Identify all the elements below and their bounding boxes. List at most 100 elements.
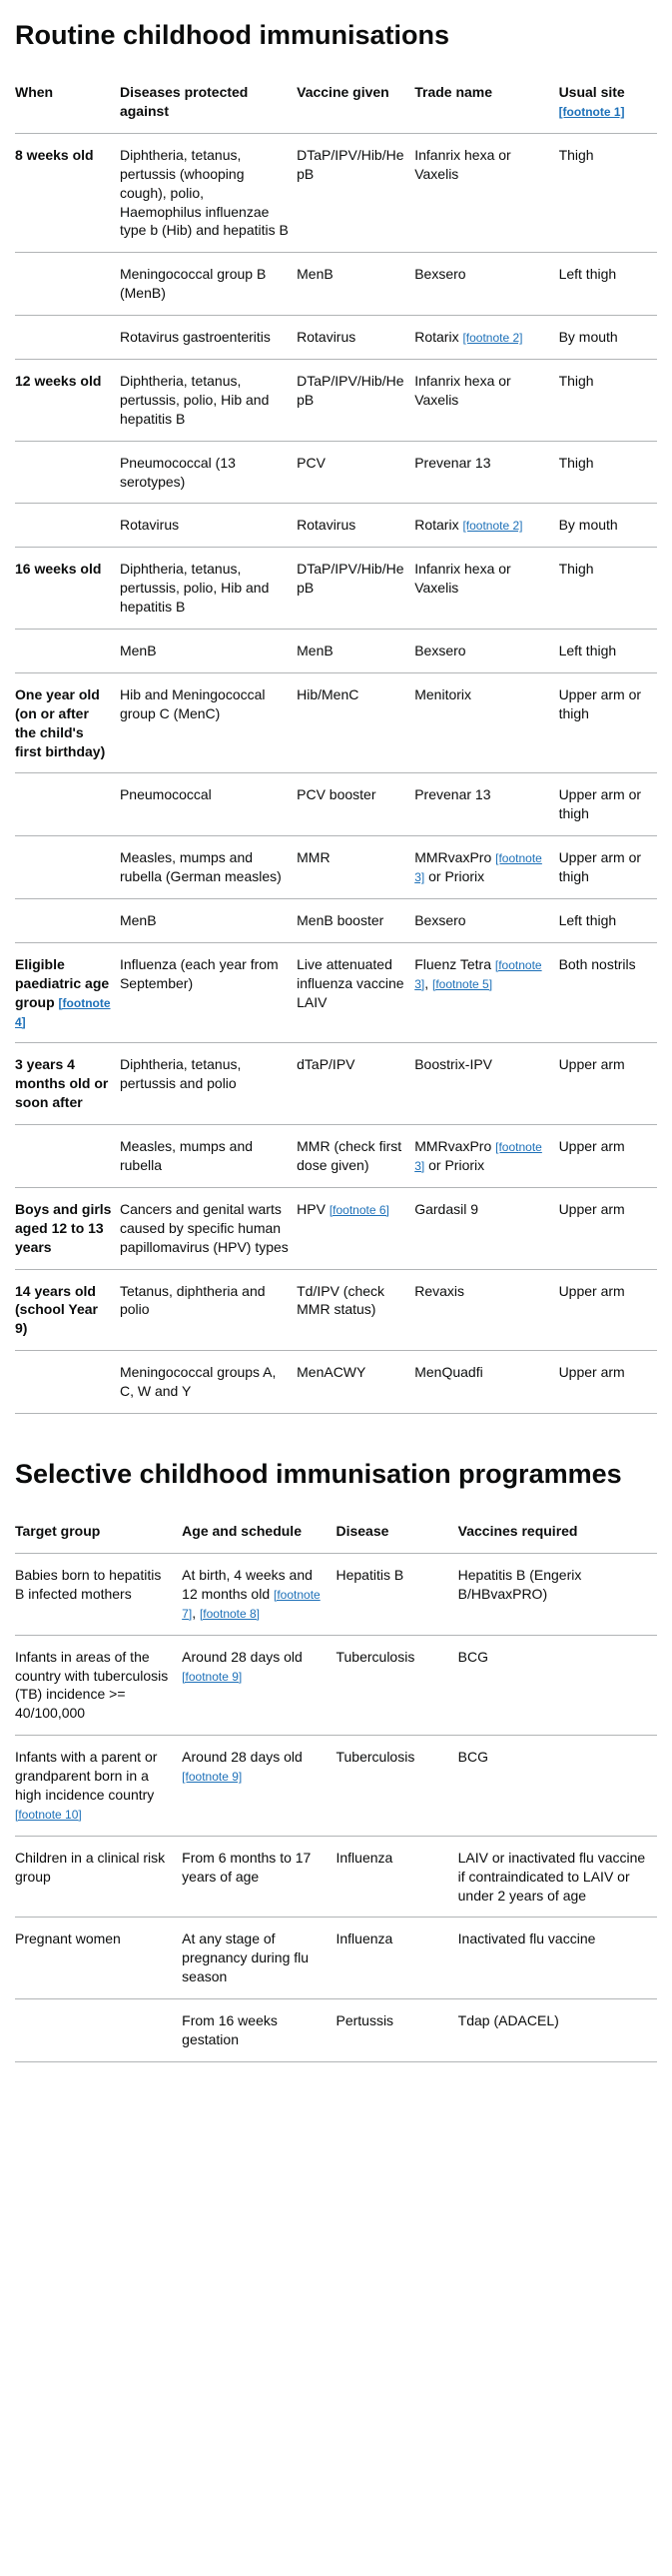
- cell-diseases: Rotavirus gastroenteritis: [120, 316, 297, 360]
- cell-trade: Rotarix [footnote 2]: [414, 504, 558, 548]
- cell-target: Infants with a parent or grandparent bor…: [15, 1736, 182, 1837]
- table-header-row: When Diseases protected against Vaccine …: [15, 71, 657, 133]
- table-row: MenBMenB boosterBexseroLeft thigh: [15, 898, 657, 942]
- cell-diseases: MenB: [120, 898, 297, 942]
- cell-site: Left thigh: [559, 898, 657, 942]
- col-target: Target group: [15, 1510, 182, 1553]
- cell-diseases: Diphtheria, tetanus, pertussis, polio, H…: [120, 359, 297, 441]
- cell-vaccine: MenACWY: [297, 1351, 414, 1414]
- cell-when: [15, 629, 120, 672]
- cell-target: Infants in areas of the country with tub…: [15, 1635, 182, 1736]
- table-row: PneumococcalPCV boosterPrevenar 13Upper …: [15, 773, 657, 836]
- cell-vaccine: PCV: [297, 441, 414, 504]
- table-row: Children in a clinical risk groupFrom 6 …: [15, 1836, 657, 1918]
- selective-title: Selective childhood immunisation program…: [15, 1459, 657, 1490]
- cell-diseases: Tetanus, diphtheria and polio: [120, 1269, 297, 1351]
- cell-when: [15, 441, 120, 504]
- cell-when: [15, 253, 120, 316]
- cell-trade: Boostrix-IPV: [414, 1043, 558, 1125]
- cell-site: By mouth: [559, 504, 657, 548]
- cell-site: Both nostrils: [559, 942, 657, 1043]
- cell-trade: Infanrix hexa or Vaxelis: [414, 359, 558, 441]
- table-row: Eligible paediatric age group [footnote …: [15, 942, 657, 1043]
- cell-trade: Bexsero: [414, 898, 558, 942]
- cell-site: By mouth: [559, 316, 657, 360]
- cell-vaccine: Hib/MenC: [297, 672, 414, 773]
- cell-trade: Infanrix hexa or Vaxelis: [414, 133, 558, 252]
- cell-age: Around 28 days old [footnote 9]: [182, 1736, 336, 1837]
- cell-diseases: Pneumococcal (13 serotypes): [120, 441, 297, 504]
- footnote-link[interactable]: [footnote 5]: [432, 977, 492, 991]
- footnote-link[interactable]: [footnote 9]: [182, 1670, 242, 1684]
- cell-site: Thigh: [559, 548, 657, 630]
- footnote-link[interactable]: [footnote 3]: [414, 1140, 542, 1173]
- cell-age: At birth, 4 weeks and 12 months old [foo…: [182, 1553, 336, 1635]
- cell-vaccine: Td/IPV (check MMR status): [297, 1269, 414, 1351]
- cell-diseases: Meningococcal groups A, C, W and Y: [120, 1351, 297, 1414]
- cell-disease: Influenza: [336, 1836, 457, 1918]
- footnote-link[interactable]: [footnote 2]: [462, 331, 522, 345]
- cell-trade: MMRvaxPro [footnote 3] or Priorix: [414, 1125, 558, 1188]
- cell-diseases: Cancers and genital warts caused by spec…: [120, 1187, 297, 1269]
- table-row: Measles, mumps and rubellaMMR (check fir…: [15, 1125, 657, 1188]
- cell-trade: MenQuadfi: [414, 1351, 558, 1414]
- cell-when: 3 years 4 months old or soon after: [15, 1043, 120, 1125]
- cell-site: Upper arm: [559, 1125, 657, 1188]
- footnote-link[interactable]: [footnote 4]: [15, 996, 111, 1029]
- cell-trade: Bexsero: [414, 629, 558, 672]
- cell-site: Upper arm: [559, 1269, 657, 1351]
- col-age: Age and schedule: [182, 1510, 336, 1553]
- cell-site: Upper arm: [559, 1351, 657, 1414]
- table-row: Babies born to hepatitis B infected moth…: [15, 1553, 657, 1635]
- cell-disease: Hepatitis B: [336, 1553, 457, 1635]
- footnote-link[interactable]: [footnote 2]: [462, 519, 522, 533]
- footnote-link[interactable]: [footnote 3]: [414, 851, 542, 884]
- selective-table: Target group Age and schedule Disease Va…: [15, 1510, 657, 2062]
- footnote-link[interactable]: [footnote 10]: [15, 1808, 82, 1822]
- col-disease: Disease: [336, 1510, 457, 1553]
- cell-target: Children in a clinical risk group: [15, 1836, 182, 1918]
- cell-vaccine: Rotavirus: [297, 504, 414, 548]
- cell-target: Babies born to hepatitis B infected moth…: [15, 1553, 182, 1635]
- cell-when: 12 weeks old: [15, 359, 120, 441]
- cell-trade: Fluenz Tetra [footnote 3], [footnote 5]: [414, 942, 558, 1043]
- table-row: From 16 weeks gestationPertussisTdap (AD…: [15, 1999, 657, 2062]
- cell-disease: Pertussis: [336, 1999, 457, 2062]
- col-vaccine: Vaccine given: [297, 71, 414, 133]
- table-row: Infants with a parent or grandparent bor…: [15, 1736, 657, 1837]
- footnote-link[interactable]: [footnote 9]: [182, 1770, 242, 1784]
- cell-site: Left thigh: [559, 253, 657, 316]
- table-row: Measles, mumps and rubella (German measl…: [15, 836, 657, 899]
- footnote-link[interactable]: [footnote 8]: [200, 1607, 260, 1621]
- cell-when: [15, 1351, 120, 1414]
- cell-diseases: Influenza (each year from September): [120, 942, 297, 1043]
- cell-when: Boys and girls aged 12 to 13 years: [15, 1187, 120, 1269]
- cell-trade: Bexsero: [414, 253, 558, 316]
- footnote-link[interactable]: [footnote 6]: [330, 1203, 389, 1217]
- footnote-link[interactable]: [footnote 1]: [559, 105, 625, 119]
- cell-site: Upper arm or thigh: [559, 672, 657, 773]
- cell-when: [15, 836, 120, 899]
- table-header-row: Target group Age and schedule Disease Va…: [15, 1510, 657, 1553]
- cell-age: Around 28 days old [footnote 9]: [182, 1635, 336, 1736]
- cell-age: At any stage of pregnancy during flu sea…: [182, 1918, 336, 1999]
- cell-diseases: Measles, mumps and rubella: [120, 1125, 297, 1188]
- cell-disease: Tuberculosis: [336, 1635, 457, 1736]
- cell-when: [15, 1125, 120, 1188]
- cell-site: Upper arm: [559, 1043, 657, 1125]
- cell-diseases: Pneumococcal: [120, 773, 297, 836]
- cell-site: Left thigh: [559, 629, 657, 672]
- cell-trade: Gardasil 9: [414, 1187, 558, 1269]
- col-vaccines: Vaccines required: [458, 1510, 657, 1553]
- cell-diseases: Hib and Meningococcal group C (MenC): [120, 672, 297, 773]
- cell-when: [15, 773, 120, 836]
- table-row: 16 weeks oldDiphtheria, tetanus, pertuss…: [15, 548, 657, 630]
- cell-when: [15, 504, 120, 548]
- table-row: Pregnant womenAt any stage of pregnancy …: [15, 1918, 657, 1999]
- cell-vaccine: Rotavirus: [297, 316, 414, 360]
- cell-trade: Prevenar 13: [414, 773, 558, 836]
- table-row: MenBMenBBexseroLeft thigh: [15, 629, 657, 672]
- cell-target: Pregnant women: [15, 1918, 182, 1999]
- cell-vaccine: PCV booster: [297, 773, 414, 836]
- table-row: Infants in areas of the country with tub…: [15, 1635, 657, 1736]
